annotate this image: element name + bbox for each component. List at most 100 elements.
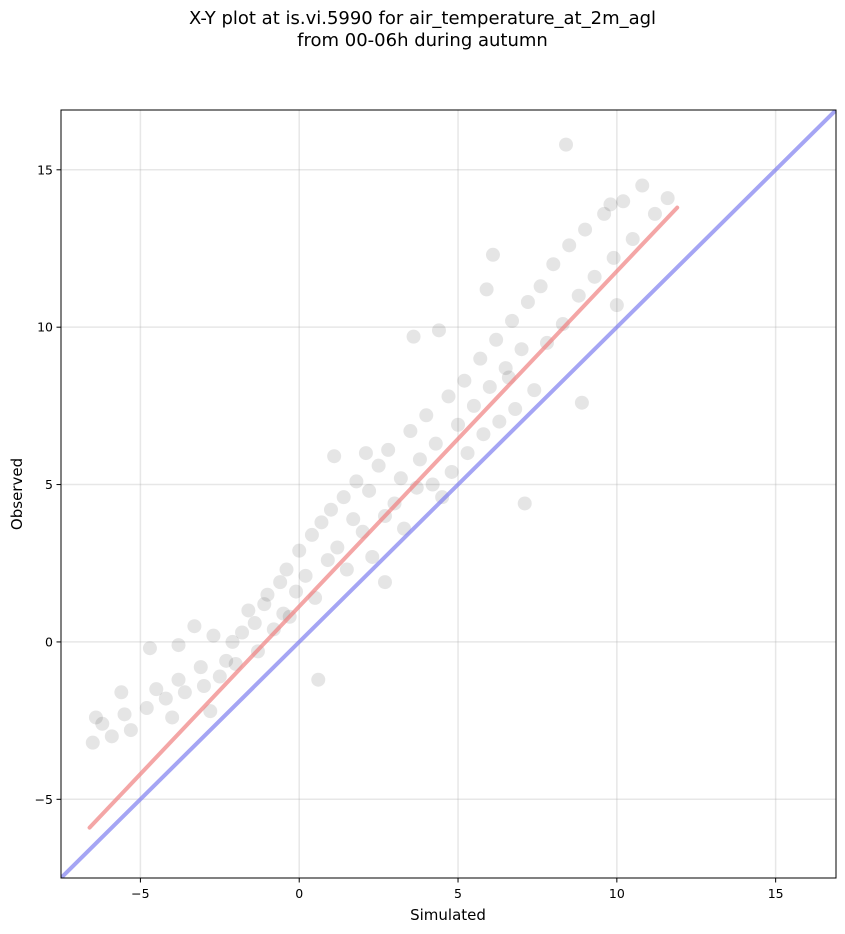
- scatter-point: [196, 679, 211, 693]
- scatter-point: [517, 496, 532, 511]
- scatter-point: [562, 238, 577, 253]
- scatter-point: [371, 458, 386, 473]
- scatter-point: [457, 373, 472, 388]
- scatter-point: [479, 282, 494, 297]
- scatter-point: [514, 342, 529, 357]
- x-tick-label: −5: [131, 886, 149, 901]
- scatter-point: [304, 527, 319, 542]
- scatter-point: [431, 323, 446, 338]
- scatter-point: [177, 685, 192, 700]
- scatter-point: [257, 597, 272, 612]
- scatter-point: [117, 707, 132, 722]
- scatter-point: [85, 735, 100, 750]
- reference-lines: [61, 110, 836, 878]
- scatter-point: [533, 279, 548, 294]
- scatter-point: [311, 672, 326, 687]
- scatter-point: [441, 389, 456, 404]
- x-tick-label: 10: [609, 886, 625, 901]
- scatter-point: [314, 515, 329, 530]
- y-tick-label: 15: [37, 162, 53, 177]
- scatter-point: [476, 427, 491, 442]
- scatter-point: [219, 653, 234, 668]
- scatter-point: [149, 682, 164, 697]
- scatter-point: [260, 587, 275, 602]
- scatter-point: [587, 269, 602, 284]
- scatter-point: [139, 701, 154, 716]
- scatter-point: [647, 206, 662, 221]
- scatter-point: [425, 477, 440, 492]
- scatter-point: [142, 641, 157, 656]
- scatter-point: [362, 483, 377, 498]
- scatter-point: [419, 408, 434, 423]
- scatter-point: [320, 553, 335, 568]
- x-tick-label: 5: [454, 886, 462, 901]
- scatter-point: [381, 442, 396, 457]
- scatter-point: [508, 402, 523, 417]
- scatter-point: [559, 137, 574, 152]
- scatter-point: [625, 232, 640, 247]
- scatter-point: [203, 704, 218, 719]
- chart-title: X-Y plot at is.vi.5990 for air_temperatu…: [188, 8, 657, 29]
- scatter-point: [571, 288, 586, 303]
- y-tick-label: 0: [45, 634, 53, 649]
- scatter-point: [95, 716, 110, 731]
- scatter-point: [473, 351, 488, 366]
- x-axis-label: Simulated: [410, 906, 486, 924]
- regression-line: [87, 205, 680, 830]
- scatter-point: [171, 638, 186, 653]
- scatter-point: [428, 436, 443, 451]
- scatter-point: [365, 549, 380, 564]
- scatter-point: [635, 178, 650, 193]
- scatter-point: [492, 414, 507, 429]
- scatter-point: [603, 197, 618, 212]
- scatter-point: [616, 194, 631, 209]
- scatter-points: [85, 137, 675, 750]
- scatter-point: [460, 446, 475, 461]
- scatter-point: [609, 298, 624, 313]
- scatter-point: [505, 313, 520, 328]
- scatter-point: [377, 575, 392, 590]
- grid-lines: [61, 110, 836, 878]
- scatter-point: [412, 452, 427, 467]
- one-to-one-line: [61, 110, 836, 878]
- scatter-point: [327, 449, 342, 464]
- scatter-point: [482, 379, 497, 394]
- scatter-point: [574, 395, 589, 410]
- scatter-point: [597, 206, 612, 221]
- scatter-point: [187, 619, 202, 634]
- scatter-point: [225, 634, 240, 649]
- scatter-point: [444, 464, 459, 479]
- scatter-point: [336, 490, 351, 505]
- scatter-point: [393, 471, 408, 486]
- scatter-point: [323, 502, 338, 517]
- scatter-point: [104, 729, 119, 744]
- y-tick-label: −5: [35, 792, 53, 807]
- scatter-point: [485, 247, 500, 262]
- scatter-point: [451, 417, 466, 432]
- scatter-point: [555, 317, 570, 332]
- scatter-point: [339, 562, 354, 577]
- scatter-point: [466, 398, 481, 413]
- scatter-point: [298, 568, 313, 583]
- scatter-point: [403, 424, 418, 439]
- y-tick-label: 10: [37, 320, 53, 335]
- scatter-point: [266, 622, 281, 637]
- axis-ticks: −5 0 5 10 15 −5 0 5 10 15: [35, 162, 784, 901]
- plot-frame: [60, 109, 837, 879]
- scatter-point: [346, 512, 361, 527]
- scatter-point: [206, 628, 221, 643]
- scatter-point: [158, 691, 173, 706]
- scatter-point: [527, 383, 542, 398]
- scatter-point: [171, 672, 186, 687]
- scatter-point: [435, 490, 450, 505]
- scatter-point: [193, 660, 208, 675]
- scatter-point: [330, 540, 345, 555]
- scatter-point: [289, 584, 304, 599]
- scatter-point: [292, 543, 307, 558]
- scatter-point: [660, 191, 675, 206]
- scatter-point: [546, 257, 561, 272]
- scatter-point: [349, 474, 364, 489]
- scatter-point: [606, 250, 621, 265]
- scatter-point: [273, 575, 288, 590]
